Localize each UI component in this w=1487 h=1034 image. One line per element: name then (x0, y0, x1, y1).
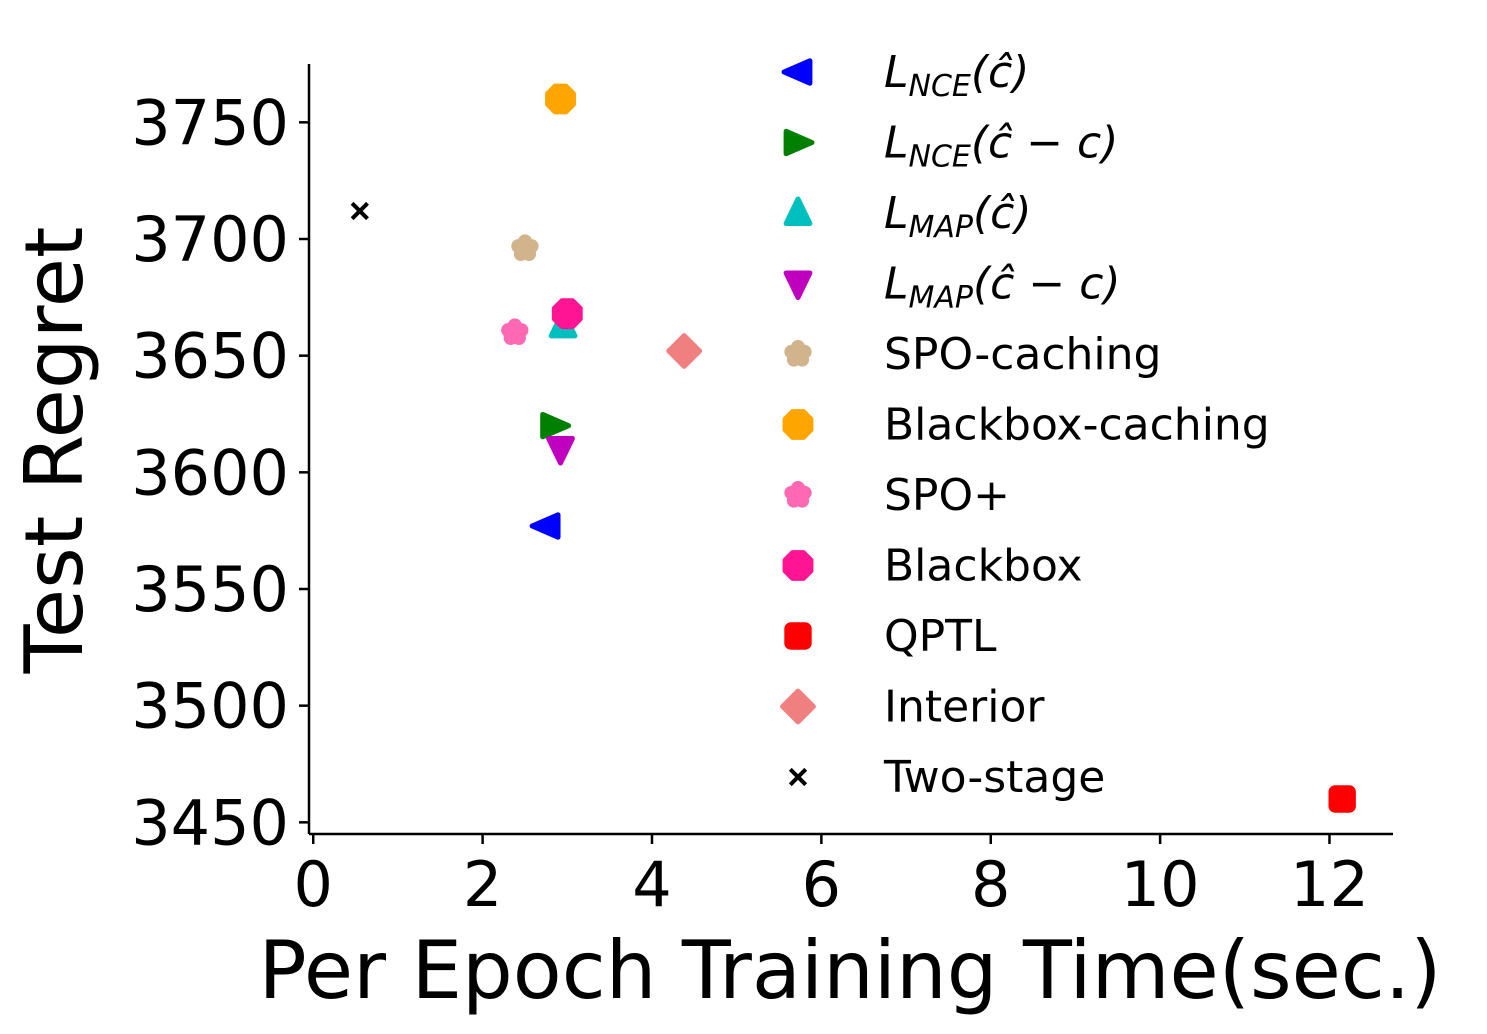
legend-label: LNCE(ĉ − c) (884, 118, 1118, 175)
legend-label: QPTL (884, 611, 997, 662)
legend-label: Two-stage (883, 752, 1105, 803)
legend-marker (784, 340, 812, 367)
data-point (540, 411, 572, 440)
y-tick-label: 3450 (131, 786, 289, 859)
data-point (350, 201, 369, 221)
legend-label: Blackbox-caching (884, 400, 1270, 451)
legend-label: LMAP(ĉ − c) (884, 259, 1121, 316)
legend-marker (783, 128, 815, 157)
legend-label: LNCE(ĉ) (884, 47, 1029, 104)
legend-label: SPO+ (884, 470, 1010, 521)
legend-marker (783, 196, 813, 226)
legend-marker (782, 550, 814, 581)
data-point (545, 83, 576, 115)
axes: 0 2 4 6 8 10 12 3450 3500 3550 3600 3650 3700 3750 (131, 64, 1393, 921)
legend-label: Blackbox (884, 541, 1083, 592)
x-tick-label: 0 (294, 848, 333, 921)
y-tick-label: 3550 (131, 553, 289, 626)
data-point (511, 234, 539, 261)
data-point (546, 436, 575, 466)
x-tick-label: 4 (632, 848, 671, 921)
data-point (529, 512, 561, 540)
legend-label: Interior (884, 682, 1045, 733)
x-tick-label: 2 (463, 848, 502, 921)
y-tick-label: 3700 (131, 203, 289, 276)
legend-marker (782, 409, 814, 440)
legend-marker (788, 767, 808, 787)
legend-marker (781, 58, 813, 86)
data-points (350, 83, 1356, 813)
y-tick-label: 3650 (131, 320, 289, 393)
x-tick-label: 6 (802, 848, 841, 921)
x-tick-label: 12 (1290, 848, 1369, 921)
y-tick-label: 3600 (131, 436, 289, 509)
x-tick-label: 8 (971, 848, 1010, 921)
legend-marker (784, 622, 812, 650)
y-tick-label: 3750 (131, 86, 289, 159)
data-point (1328, 785, 1356, 813)
x-axis-label: Per Epoch Training Time(sec.) (259, 924, 1442, 1017)
y-axis-label: Test Regret (8, 227, 101, 675)
x-tick-label: 10 (1121, 848, 1200, 921)
legend-marker (783, 270, 813, 300)
data-point (666, 333, 703, 369)
data-point (501, 318, 529, 345)
legend-marker (784, 481, 812, 508)
legend: LNCE(ĉ) LNCE(ĉ − c) LMAP(ĉ) LMAP(ĉ − c) SPO-… (780, 47, 1270, 803)
y-tick-label: 3500 (131, 670, 289, 743)
legend-marker (780, 688, 816, 725)
data-point (551, 298, 583, 330)
legend-label: LMAP(ĉ) (884, 188, 1032, 245)
legend-label: SPO-caching (884, 329, 1161, 380)
